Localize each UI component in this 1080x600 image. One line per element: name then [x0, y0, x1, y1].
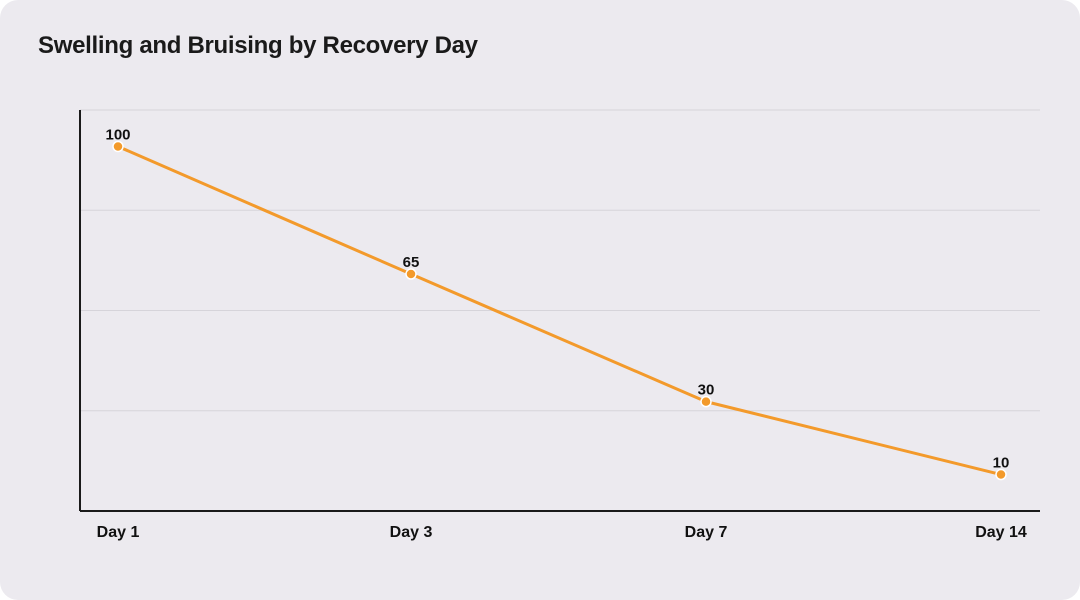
data-points — [112, 140, 1007, 481]
data-label: 65 — [403, 254, 420, 271]
series-line — [116, 144, 1003, 477]
data-label: 100 — [105, 126, 130, 143]
axes — [79, 110, 1040, 512]
chart-title: Swelling and Bruising by Recovery Day — [38, 32, 478, 59]
x-tick-labels: Day 1 Day 3 Day 7 Day 14 — [97, 524, 1027, 541]
data-label: 10 — [993, 455, 1010, 472]
gridlines — [80, 109, 1040, 412]
x-tick-label: Day 3 — [390, 524, 433, 541]
x-tick-label: Day 1 — [97, 524, 140, 541]
data-label: 30 — [698, 382, 715, 399]
data-point — [405, 268, 417, 280]
x-tick-label: Day 14 — [975, 524, 1027, 541]
x-tick-label: Day 7 — [685, 524, 728, 541]
data-point — [700, 395, 712, 408]
data-labels: 100 65 30 10 — [105, 126, 1009, 471]
data-point — [112, 140, 124, 153]
data-point — [995, 468, 1007, 481]
series-line-group — [116, 144, 1003, 477]
